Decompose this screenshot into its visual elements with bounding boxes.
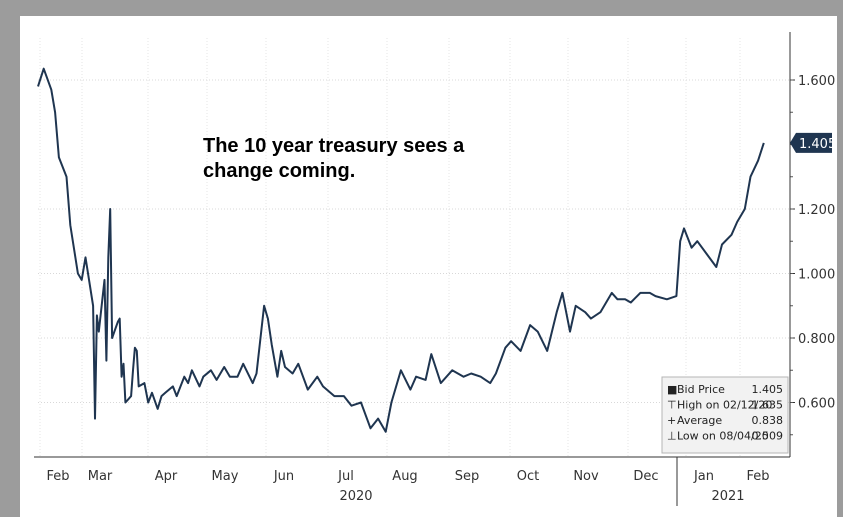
legend-symbol: ⊤ (667, 399, 677, 412)
x-year-label: 2021 (711, 489, 744, 504)
legend-symbol: ⊥ (667, 430, 677, 443)
x-tick-label: Jul (337, 469, 354, 484)
y-tick-label: 0.600 (798, 397, 835, 412)
legend-value: 1.635 (752, 399, 784, 412)
x-tick-label: Aug (392, 469, 417, 484)
y-tick-label: 1.000 (798, 268, 835, 283)
x-tick-label: Mar (88, 469, 113, 484)
series-line-bid-price (37, 67, 765, 433)
legend-label: Bid Price (677, 383, 725, 396)
treasury-chart: 1.600 1.200 1.000 0.800 0.600 Feb Mar Apr May Ju… (34, 32, 836, 506)
x-tick-label: Nov (573, 469, 599, 484)
x-tick-label: Feb (746, 469, 769, 484)
x-tick-label: May (212, 469, 239, 484)
annotation-line-2: change coming. (203, 160, 356, 182)
x-tick-labels: Feb Mar Apr May Jun Jul Aug Sep Oct Nov Dec Jan Feb2… (46, 469, 769, 504)
x-tick-label: Dec (633, 469, 658, 484)
legend: ■ Bid Price 1.405 ⊤ High on 02/12/201.635 + Av… (661, 376, 789, 454)
y-tick-label: 1.200 (798, 203, 835, 218)
grid-layer (38, 38, 790, 457)
current-value-label: 1.405 (799, 137, 836, 152)
y-tick-label: 0.800 (798, 332, 835, 347)
legend-symbol: ■ (667, 383, 677, 396)
legend-box (661, 376, 789, 454)
legend-value: 0.509 (752, 430, 784, 443)
series-layer (37, 67, 765, 433)
chart-annotation: The 10 year treasury sees a change comin… (203, 134, 543, 184)
x-tick-label: Feb (46, 469, 69, 484)
y-tick-label: 1.600 (798, 74, 835, 89)
legend-label: Average (677, 414, 722, 427)
legend-value: 1.405 (752, 383, 784, 396)
legend-label: Low on 08/04/20 (677, 430, 769, 443)
chart-panel: 1.600 1.200 1.000 0.800 0.600 Feb Mar Apr May Ju… (20, 16, 837, 517)
legend-value: 0.838 (752, 414, 784, 427)
legend-symbol: + (667, 414, 676, 427)
x-tick-label: Jun (273, 469, 294, 484)
y-tick-labels: 1.600 1.200 1.000 0.800 0.600 (798, 74, 835, 412)
current-value-marker (790, 132, 832, 153)
x-tick-label: Oct (517, 469, 539, 484)
x-tick-label: Apr (155, 469, 178, 484)
x-tick-label: Sep (455, 469, 480, 484)
legend-label: High on 02/12/20 (677, 399, 772, 412)
axis-layer (34, 32, 795, 506)
x-year-label: 2020 (339, 489, 372, 504)
annotation-line-1: The 10 year treasury sees a (203, 135, 465, 157)
x-tick-label: Jan (693, 469, 714, 484)
current-value-badge: 1.405 (790, 132, 836, 153)
